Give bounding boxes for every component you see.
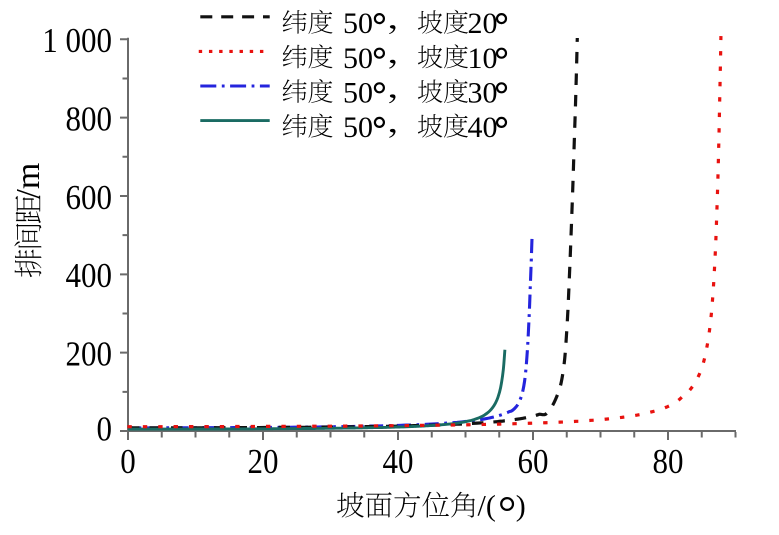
svg-text:/m: /m [10, 163, 47, 199]
svg-text:1 000: 1 000 [42, 22, 112, 60]
svg-text:50: 50 [343, 111, 373, 144]
svg-text:/(: /( [478, 490, 496, 523]
svg-text:20: 20 [248, 443, 279, 481]
svg-text:400: 400 [66, 257, 112, 295]
svg-text:30: 30 [468, 76, 498, 109]
svg-text:200: 200 [66, 336, 112, 374]
svg-text:50: 50 [343, 76, 373, 109]
svg-text:800: 800 [66, 101, 112, 139]
svg-text:60: 60 [518, 443, 549, 481]
svg-text:40: 40 [383, 443, 414, 481]
svg-text:0: 0 [97, 411, 112, 449]
svg-text:50: 50 [343, 42, 373, 75]
svg-text:40: 40 [468, 111, 498, 144]
svg-text:50: 50 [343, 7, 373, 40]
svg-text:20: 20 [468, 7, 498, 40]
svg-text:80: 80 [653, 443, 684, 481]
svg-text:0: 0 [120, 443, 135, 481]
svg-text:10: 10 [468, 42, 498, 75]
svg-text:600: 600 [66, 179, 112, 217]
svg-text:): ) [516, 490, 526, 523]
